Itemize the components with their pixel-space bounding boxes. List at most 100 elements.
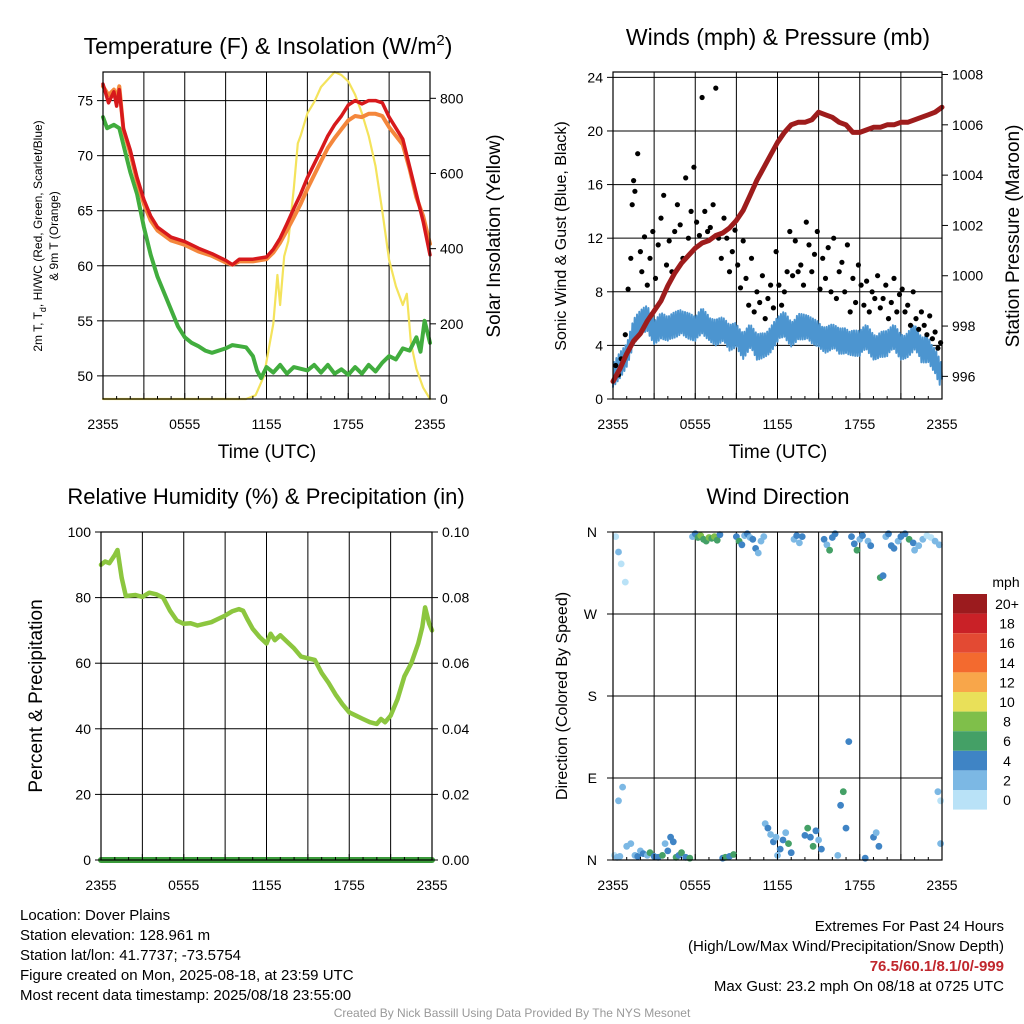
x-tick-label: 1155: [762, 416, 792, 432]
direction-point: [754, 549, 762, 557]
legend-swatch: [953, 692, 987, 712]
direction-tick-label: S: [588, 688, 597, 704]
x-tick-label: 2355: [85, 877, 116, 893]
extremes-title: Extremes For Past 24 Hours: [814, 918, 1004, 935]
gust-point: [737, 285, 744, 291]
y2-tick-label: 0.08: [442, 590, 469, 606]
gust-point: [770, 305, 777, 311]
direction-point: [815, 836, 822, 844]
y-tick-label: 40: [75, 721, 91, 737]
gust-point: [628, 255, 634, 261]
direction-point: [785, 840, 792, 847]
winds-panel: Winds (mph) & Pressure (mb) 2355 0555 1155…: [553, 24, 1024, 463]
gust-point: [721, 215, 727, 221]
speed-legend-title: mph: [992, 574, 1019, 590]
direction-point: [820, 535, 828, 543]
gust-point: [809, 269, 815, 275]
y2-tick-label: 1008: [952, 67, 983, 83]
extremes-legend: (High/Low/Max Wind/Precipitation/Snow De…: [688, 938, 1004, 955]
gust-point: [644, 282, 650, 288]
gust-point: [858, 282, 864, 288]
direction-tick-label: E: [588, 770, 597, 786]
gust-point: [735, 262, 741, 268]
gust-point: [853, 299, 859, 306]
direction-point: [845, 738, 853, 745]
direction-panel: Wind Direction 2355 0555 1155 1755 2355NESWN…: [554, 484, 1020, 893]
gust-point: [768, 282, 774, 288]
extremes-values: 76.5/60.1/8.1/0/-999: [869, 958, 1004, 975]
gust-point: [910, 289, 916, 295]
gust-point: [806, 242, 812, 248]
y2-tick-label: 998: [952, 318, 976, 334]
legend-swatch: [953, 672, 987, 692]
direction-point: [859, 532, 866, 539]
direction-point: [834, 852, 842, 859]
direction-point: [615, 548, 622, 556]
gust-point: [907, 322, 914, 328]
gust-point: [811, 251, 818, 257]
direction-point: [787, 849, 795, 857]
gust-point: [685, 235, 692, 241]
direction-point: [782, 829, 790, 837]
direction-point: [678, 849, 685, 857]
gust-point: [773, 249, 779, 255]
gust-point: [655, 242, 661, 248]
gust-point: [795, 269, 801, 275]
gust-point: [877, 305, 883, 311]
gust-point: [839, 259, 845, 265]
direction-point: [801, 832, 809, 839]
direction-point: [809, 842, 817, 850]
direction-point: [793, 532, 801, 539]
y-tick-label: 4: [595, 337, 603, 353]
direction-point: [937, 840, 944, 847]
y-tick-label: 8: [595, 284, 603, 300]
gust-point: [894, 309, 900, 315]
y-tick-label: 16: [587, 177, 603, 193]
direction-point: [915, 542, 923, 550]
x-tick-label: 1755: [334, 877, 365, 893]
legend-label: 12: [999, 674, 1015, 690]
gust-point: [661, 192, 667, 198]
direction-point: [823, 541, 831, 549]
y2-tick-label: 1004: [952, 167, 983, 183]
gust-point: [641, 234, 648, 240]
gust-point: [647, 255, 653, 261]
x-tick-label: 1755: [844, 877, 875, 893]
gust-point: [913, 316, 919, 322]
gust-point: [705, 228, 711, 235]
gust-point: [677, 222, 683, 228]
gust-point: [702, 208, 708, 214]
direction-point: [767, 831, 774, 838]
temperature-ylabel-line2: & 9m T (Orange): [47, 191, 61, 281]
extremes-info: Extremes For Past 24 Hours (High/Low/Max…: [688, 917, 1004, 997]
gust-point: [754, 289, 760, 295]
direction-point: [760, 533, 768, 540]
direction-point: [764, 824, 772, 832]
legend-label: 10: [999, 694, 1015, 710]
humidity-panel: Relative Humidity (%) & Precipitation (i…: [26, 484, 469, 893]
legend-label: 16: [999, 635, 1015, 651]
direction-point: [804, 824, 812, 832]
gust-point: [748, 255, 755, 261]
insolation-ylabel: Solar Insolation (Yellow): [484, 134, 505, 337]
y-tick-label: 0: [595, 391, 603, 407]
y-tick-label: 65: [77, 203, 93, 219]
gust-point: [663, 262, 670, 268]
gust-point: [790, 273, 796, 279]
y2-tick-label: 1006: [952, 117, 983, 133]
gust-point: [625, 286, 631, 292]
gust-point: [880, 295, 886, 302]
direction-point: [634, 853, 642, 860]
gust-point: [613, 362, 619, 369]
gust-point: [672, 228, 678, 235]
gust-point: [825, 245, 831, 251]
gust-point: [779, 302, 785, 308]
y-tick-label: 75: [77, 93, 93, 109]
direction-point: [779, 836, 787, 844]
gust-point: [751, 309, 757, 315]
gust-point: [899, 286, 905, 292]
direction-point: [617, 560, 625, 568]
gust-point: [674, 202, 681, 208]
gust-point: [927, 313, 933, 319]
y-tick-label: 100: [68, 524, 92, 540]
